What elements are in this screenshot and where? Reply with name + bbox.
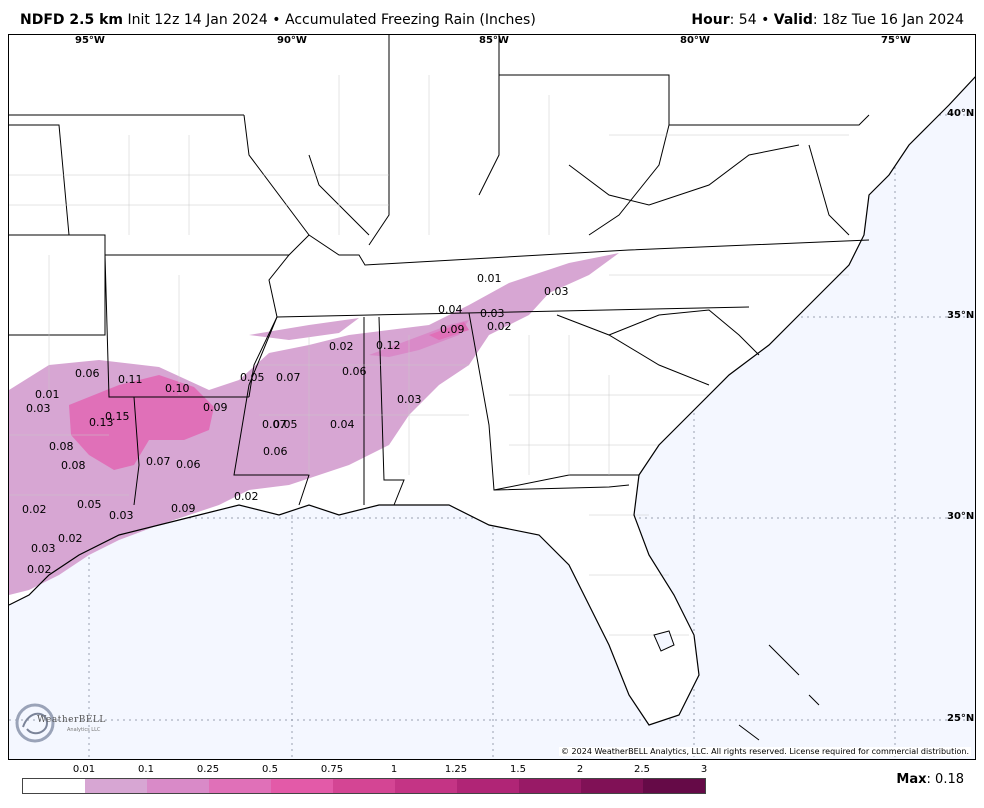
ice-value-label: 0.08 bbox=[61, 459, 86, 472]
legend-tick-label: 2.5 bbox=[634, 764, 650, 775]
map-canvas bbox=[9, 35, 975, 759]
legend-swatch bbox=[395, 779, 457, 793]
coastline bbox=[9, 76, 975, 726]
county-borders bbox=[9, 75, 849, 636]
lat-label-40n: 40°N bbox=[947, 108, 975, 119]
valid-value: : 18z Tue 16 Jan 2024 bbox=[812, 12, 964, 28]
product-name: NDFD 2.5 km bbox=[20, 12, 123, 28]
valid-time-info: Hour: 54 • Valid: 18z Tue 16 Jan 2024 bbox=[691, 12, 964, 28]
legend-tick-label: 1.5 bbox=[510, 764, 526, 775]
ice-value-label: 0.04 bbox=[330, 418, 355, 431]
ice-value-label: 0.13 bbox=[89, 416, 114, 429]
weatherbell-swirl-icon bbox=[15, 703, 55, 743]
ice-value-label: 0.05 bbox=[240, 371, 265, 384]
lat-label-35n: 35°N bbox=[947, 310, 975, 321]
legend-swatch bbox=[519, 779, 581, 793]
ice-value-label: 0.03 bbox=[26, 402, 51, 415]
legend-tick-label: 1 bbox=[390, 764, 398, 775]
max-label: Max bbox=[896, 772, 927, 787]
ice-value-label: 0.11 bbox=[118, 373, 143, 386]
ice-value-label: 0.10 bbox=[165, 382, 190, 395]
map-panel[interactable]: 95°W 90°W 85°W 80°W 75°W 40°N 35°N 30°N … bbox=[8, 34, 976, 760]
legend-tick-label: 0.01 bbox=[72, 764, 96, 775]
state-borders bbox=[9, 35, 870, 506]
ice-value-label: 0.15 bbox=[105, 410, 130, 423]
land-area bbox=[9, 35, 975, 725]
ice-value-label: 0.05 bbox=[273, 418, 298, 431]
ice-value-label: 0.06 bbox=[342, 365, 367, 378]
ice-value-label: 0.03 bbox=[397, 393, 422, 406]
ice-value-label: 0.02 bbox=[487, 320, 512, 333]
logo-subtext: Analytics LLC bbox=[67, 727, 101, 733]
legend-tick-label: 1.25 bbox=[444, 764, 468, 775]
hour-label: Hour bbox=[691, 12, 730, 28]
ice-value-label: 0.06 bbox=[75, 367, 100, 380]
legend-swatch bbox=[147, 779, 209, 793]
lon-label-80w: 80°W bbox=[680, 35, 710, 46]
legend-tick-label: 0.25 bbox=[196, 764, 220, 775]
ice-value-label: 0.05 bbox=[77, 498, 102, 511]
lon-label-85w: 85°W bbox=[479, 35, 509, 46]
freezing-rain-shading bbox=[9, 253, 619, 595]
ice-value-label: 0.03 bbox=[109, 509, 134, 522]
legend-swatch bbox=[85, 779, 147, 793]
legend-tick-label: 2 bbox=[576, 764, 584, 775]
lon-label-75w: 75°W bbox=[881, 35, 911, 46]
ice-value-label: 0.09 bbox=[440, 323, 465, 336]
ice-value-label: 0.09 bbox=[203, 401, 228, 414]
map-title: NDFD 2.5 km Init 12z 14 Jan 2024 • Accum… bbox=[20, 12, 536, 28]
ice-value-label: 0.07 bbox=[276, 371, 301, 384]
ice-value-label: 0.12 bbox=[376, 339, 401, 352]
ice-value-label: 0.08 bbox=[49, 440, 74, 453]
ice-value-label: 0.04 bbox=[438, 303, 463, 316]
legend-swatch bbox=[333, 779, 395, 793]
lon-label-90w: 90°W bbox=[277, 35, 307, 46]
legend-swatch bbox=[271, 779, 333, 793]
legend-swatch bbox=[23, 779, 85, 793]
bahamas-islands bbox=[738, 644, 820, 741]
ice-value-label: 0.02 bbox=[329, 340, 354, 353]
legend-swatch bbox=[457, 779, 519, 793]
title-bullet-2: • bbox=[761, 12, 770, 28]
ice-value-label: 0.06 bbox=[176, 458, 201, 471]
copyright-notice: © 2024 WeatherBELL Analytics, LLC. All r… bbox=[559, 747, 971, 756]
ice-value-label: 0.02 bbox=[27, 563, 52, 576]
ice-value-label: 0.03 bbox=[544, 285, 569, 298]
valid-label: Valid bbox=[773, 12, 813, 28]
title-bullet: • bbox=[272, 12, 281, 28]
ice-value-label: 0.01 bbox=[35, 388, 60, 401]
legend-swatch bbox=[643, 779, 705, 793]
lat-label-25n: 25°N bbox=[947, 713, 975, 724]
lake-okeechobee bbox=[653, 630, 675, 652]
ice-value-label: 0.02 bbox=[58, 532, 83, 545]
color-legend bbox=[22, 778, 706, 794]
field-name: Accumulated Freezing Rain (Inches) bbox=[284, 12, 536, 28]
legend-tick-label: 0.5 bbox=[262, 764, 278, 775]
lon-label-95w: 95°W bbox=[75, 35, 105, 46]
ice-value-label: 0.02 bbox=[22, 503, 47, 516]
legend-tick-label: 0.1 bbox=[138, 764, 154, 775]
ice-value-label: 0.07 bbox=[262, 418, 287, 431]
ice-value-label: 0.07 bbox=[146, 455, 171, 468]
ice-value-label: 0.01 bbox=[477, 272, 502, 285]
max-value: Max: 0.18 bbox=[896, 772, 964, 787]
legend-tick-label: 0.75 bbox=[320, 764, 344, 775]
lat-label-30n: 30°N bbox=[947, 511, 975, 522]
hour-value: : 54 bbox=[729, 12, 757, 28]
ice-value-label: 0.03 bbox=[31, 542, 56, 555]
ice-value-label: 0.02 bbox=[234, 490, 259, 503]
init-time: Init 12z 14 Jan 2024 bbox=[127, 12, 268, 28]
max-number: : 0.18 bbox=[926, 772, 964, 787]
ice-value-label: 0.03 bbox=[480, 307, 505, 320]
logo-text: WeatherBELL bbox=[37, 715, 106, 725]
legend-tick-label: 3 bbox=[700, 764, 708, 775]
ice-value-label: 0.06 bbox=[263, 445, 288, 458]
legend-swatch bbox=[581, 779, 643, 793]
legend-swatch bbox=[209, 779, 271, 793]
ice-value-label: 0.09 bbox=[171, 502, 196, 515]
weatherbell-logo: WeatherBELL Analytics LLC bbox=[13, 699, 113, 747]
